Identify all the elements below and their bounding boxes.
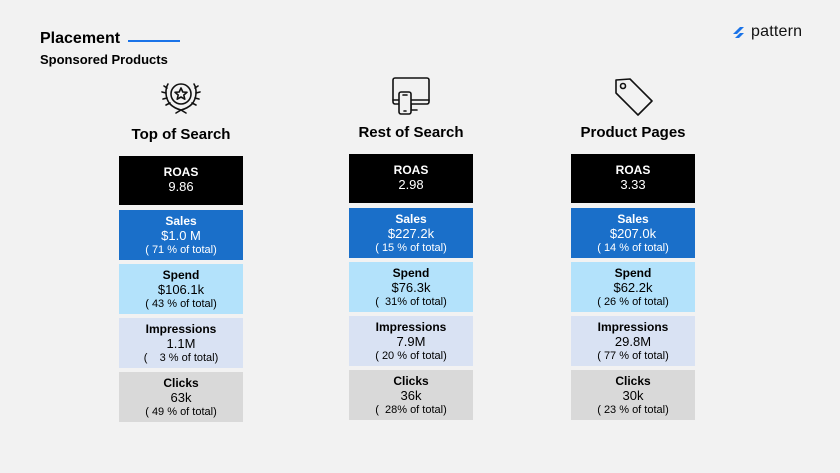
- spend-value: $62.2k: [613, 280, 653, 295]
- clicks-share: ( 49 % of total): [145, 406, 217, 418]
- impressions-value: 7.9M: [396, 334, 426, 349]
- sales-value: $227.2k: [387, 226, 435, 241]
- impressions-share: ( 3 % of total): [143, 352, 219, 364]
- sales-tile: Sales $1.0 M ( 71 % of total): [119, 210, 243, 260]
- page-subtitle: Sponsored Products: [40, 52, 168, 67]
- price-tag-icon: [615, 78, 653, 116]
- clicks-label: Clicks: [615, 374, 651, 388]
- column-icon-wrap: [306, 72, 516, 118]
- clicks-tile: Clicks 63k ( 49 % of total): [119, 372, 243, 422]
- impressions-share: ( 77 % of total): [597, 350, 669, 362]
- page-title: Placement: [40, 30, 121, 47]
- clicks-share: ( 23 % of total): [597, 404, 669, 416]
- sales-label: Sales: [165, 214, 197, 228]
- impressions-tile: Impressions 1.1M ( 3 % of total): [119, 318, 243, 368]
- spend-label: Spend: [162, 268, 200, 282]
- impressions-tile: Impressions 29.8M ( 77 % of total): [571, 316, 695, 366]
- impressions-value: 1.1M: [166, 336, 196, 351]
- title-underline: [128, 40, 181, 42]
- title-row: Placement: [40, 30, 181, 48]
- pattern-logo: pattern: [731, 23, 802, 41]
- roas-label: ROAS: [615, 163, 651, 177]
- pattern-logo-icon: [733, 27, 744, 38]
- clicks-value: 63k: [170, 390, 192, 405]
- laurel-star-icon: [161, 83, 201, 114]
- column-heading: Top of Search: [131, 126, 231, 143]
- spend-tile: Spend $76.3k ( 31% of total): [349, 262, 473, 312]
- spend-tile: Spend $62.2k ( 26 % of total): [571, 262, 695, 312]
- column-icon-wrap: [528, 72, 738, 118]
- sales-share: ( 71 % of total): [145, 244, 217, 256]
- column-icon-wrap: [76, 72, 286, 118]
- roas-label: ROAS: [393, 163, 429, 177]
- column-heading: Product Pages: [580, 124, 686, 141]
- sales-share: ( 14 % of total): [597, 242, 669, 254]
- spend-share: ( 31% of total): [375, 296, 447, 308]
- impressions-label: Impressions: [597, 320, 669, 334]
- spend-value: $76.3k: [391, 280, 431, 295]
- clicks-share: ( 28% of total): [375, 404, 447, 416]
- clicks-label: Clicks: [393, 374, 429, 388]
- impressions-value: 29.8M: [614, 334, 652, 349]
- column-top-of-search: Top of Search ROAS 9.86 Sales $1.0 M ( 7…: [76, 72, 286, 422]
- column-heading: Rest of Search: [358, 124, 464, 141]
- impressions-label: Impressions: [145, 322, 217, 336]
- impressions-tile: Impressions 7.9M ( 20 % of total): [349, 316, 473, 366]
- impressions-label: Impressions: [375, 320, 447, 334]
- spend-share: ( 26 % of total): [597, 296, 669, 308]
- roas-tile: ROAS 9.86: [119, 156, 243, 205]
- sales-value: $207.0k: [609, 226, 657, 241]
- sales-label: Sales: [617, 212, 649, 226]
- roas-value: 9.86: [168, 179, 194, 194]
- column-product-pages: Product Pages ROAS 3.33 Sales $207.0k ( …: [528, 72, 738, 420]
- clicks-tile: Clicks 30k ( 23 % of total): [571, 370, 695, 420]
- roas-tile: ROAS 3.33: [571, 154, 695, 203]
- column-rest-of-search: Rest of Search ROAS 2.98 Sales $227.2k (…: [306, 72, 516, 420]
- devices-icon: [392, 77, 430, 115]
- roas-label: ROAS: [163, 165, 199, 179]
- pattern-logo-text: pattern: [751, 23, 803, 40]
- sales-share: ( 15 % of total): [375, 242, 447, 254]
- clicks-tile: Clicks 36k ( 28% of total): [349, 370, 473, 420]
- roas-tile: ROAS 2.98: [349, 154, 473, 203]
- spend-share: ( 43 % of total): [145, 298, 217, 310]
- roas-value: 3.33: [620, 177, 646, 192]
- roas-value: 2.98: [398, 177, 424, 192]
- spend-tile: Spend $106.1k ( 43 % of total): [119, 264, 243, 314]
- sales-value: $1.0 M: [161, 228, 201, 243]
- slide-header: Placement Sponsored Products: [40, 30, 181, 67]
- spend-label: Spend: [392, 266, 430, 280]
- impressions-share: ( 20 % of total): [375, 350, 447, 362]
- sales-label: Sales: [395, 212, 427, 226]
- spend-value: $106.1k: [157, 282, 205, 297]
- clicks-value: 36k: [400, 388, 422, 403]
- clicks-label: Clicks: [163, 376, 199, 390]
- spend-label: Spend: [614, 266, 652, 280]
- clicks-value: 30k: [622, 388, 644, 403]
- sales-tile: Sales $207.0k ( 14 % of total): [571, 208, 695, 258]
- sales-tile: Sales $227.2k ( 15 % of total): [349, 208, 473, 258]
